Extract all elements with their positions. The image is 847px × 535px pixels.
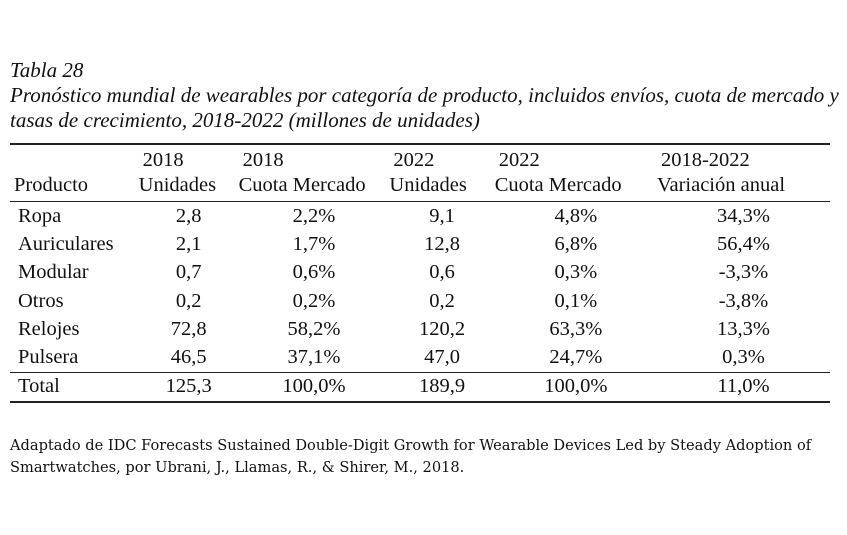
source-note: Adaptado de IDC Forecasts Sustained Doub… (10, 436, 812, 476)
table-cell: 0,2% (292, 289, 336, 312)
header-row-years: 2018 2018 2022 2022 2018-2022 (10, 143, 830, 172)
header-cell: 2022 (494, 143, 657, 172)
header-row-labels: Producto Unidades Cuota Mercado Unidades… (10, 172, 830, 202)
table-cell: 37,1% (287, 346, 341, 369)
header-cell: Cuota Mercado (238, 172, 390, 202)
table-cell: 2,8 (175, 204, 202, 227)
table-caption: Tabla 28 Pronóstico mundial de wearables… (10, 58, 840, 133)
table-row: Pulsera 46,5 37,1% 47,0 24,7% 0,3% (10, 343, 830, 372)
table-cell: 58,2% (287, 317, 341, 340)
table-cell: 189,9 (389, 371, 495, 403)
table-cell: 12,8 (424, 232, 460, 255)
table-cell: 120,2 (418, 317, 466, 340)
table-row: Ropa 2,8 2,2% 9,1 4,8% 34,3% (10, 202, 830, 231)
table-cell: 47,0 (424, 346, 460, 369)
table-cell: 72,8 (170, 317, 207, 340)
table-cell: 46,5 (170, 346, 207, 369)
table-row: Otros 0,2 0,2% 0,2 0,1% -3,8% (10, 287, 830, 315)
table-cell: 63,3% (549, 317, 603, 340)
header-cell: 2018-2022 (656, 143, 830, 172)
table-cell: 1,7% (292, 232, 336, 255)
product-name: Auriculares (18, 232, 114, 255)
product-name: Ropa (18, 204, 62, 227)
table-cell: 13,3% (717, 317, 770, 340)
product-name: Relojes (18, 317, 80, 340)
table-cell: 4,8% (554, 204, 598, 227)
table-cell: 125,3 (138, 371, 239, 403)
table-cell: 0,6 (429, 261, 455, 284)
table-title: Pronóstico mundial de wearables por cate… (10, 83, 839, 132)
table-cell: 0,1% (554, 289, 598, 312)
header-cell (10, 143, 139, 172)
table-cell: -3,3% (718, 261, 769, 284)
header-cell: 2018 (138, 143, 239, 172)
table-cell: -3,8% (718, 289, 769, 312)
table-row: Modular 0,7 0,6% 0,6 0,3% -3,3% (10, 259, 830, 287)
header-cell: 2018 (238, 143, 390, 172)
table-cell: 100,0% (494, 371, 657, 403)
table-cell: 6,8% (554, 232, 598, 255)
table-cell: 24,7% (549, 346, 603, 369)
table-cell: 0,6% (292, 261, 336, 284)
header-cell: Unidades (389, 172, 495, 202)
table-cell: 56,4% (717, 232, 770, 255)
header-cell: 2022 (389, 143, 495, 172)
table-cell: 0,3% (722, 346, 765, 369)
total-label: Total (10, 371, 139, 403)
product-name: Pulsera (18, 346, 79, 369)
table-number: Tabla 28 (10, 58, 84, 82)
table-row: Auriculares 2,1 1,7% 12,8 6,8% 56,4% (10, 230, 830, 258)
header-cell: Unidades (138, 172, 239, 202)
product-name: Modular (18, 261, 89, 284)
table-cell: 0,3% (554, 261, 598, 284)
total-row: Total 125,3 100,0% 189,9 100,0% 11,0% (10, 371, 830, 403)
forecast-table: 2018 2018 2022 2022 2018-2022 Producto U… (10, 143, 830, 403)
table-cell: 2,2% (292, 204, 336, 227)
table-row: Relojes 72,8 58,2% 120,2 63,3% 13,3% (10, 315, 830, 343)
header-cell: Cuota Mercado (494, 172, 657, 202)
product-name: Otros (18, 289, 64, 312)
header-cell: Variación anual (656, 172, 830, 202)
table-cell: 11,0% (656, 371, 830, 403)
table-cell: 0,2 (429, 289, 455, 312)
table-cell: 0,7 (175, 261, 202, 284)
table-cell: 100,0% (238, 371, 390, 403)
table-cell: 0,2 (175, 289, 202, 312)
table-cell: 34,3% (717, 204, 770, 227)
table-cell: 9,1 (429, 204, 455, 227)
table-cell: 2,1 (175, 232, 202, 255)
header-cell: Producto (10, 172, 139, 202)
